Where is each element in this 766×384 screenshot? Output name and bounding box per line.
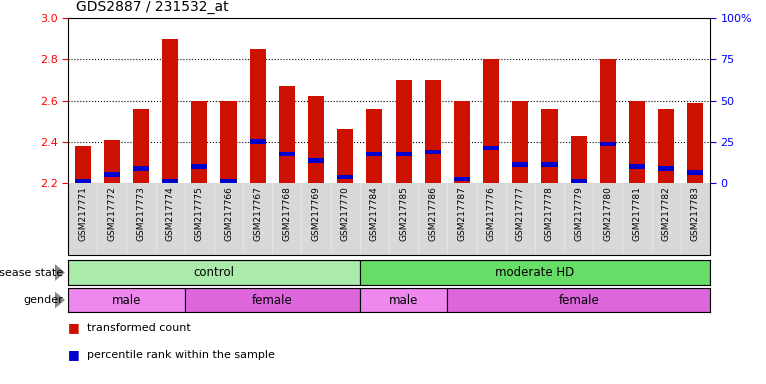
Text: male: male <box>112 293 141 306</box>
Text: GSM217783: GSM217783 <box>691 187 700 242</box>
Bar <box>366 109 382 183</box>
Bar <box>395 80 411 183</box>
Text: GSM217777: GSM217777 <box>516 187 525 242</box>
Bar <box>629 164 645 169</box>
Bar <box>658 166 674 171</box>
Text: ■: ■ <box>68 321 80 334</box>
Text: disease state: disease state <box>0 268 64 278</box>
Bar <box>192 164 208 169</box>
Bar <box>687 170 703 175</box>
Bar <box>542 162 558 167</box>
Text: GSM217779: GSM217779 <box>574 187 583 242</box>
Bar <box>103 172 119 177</box>
Text: gender: gender <box>24 295 64 305</box>
Text: GSM217778: GSM217778 <box>545 187 554 242</box>
Bar <box>133 109 149 183</box>
Bar <box>103 140 119 183</box>
Text: GSM217781: GSM217781 <box>633 187 642 242</box>
Text: moderate HD: moderate HD <box>496 266 574 279</box>
Bar <box>308 96 324 183</box>
Bar <box>337 129 353 183</box>
Bar <box>512 101 529 183</box>
Bar <box>162 179 178 183</box>
Bar <box>483 146 499 150</box>
Bar <box>687 103 703 183</box>
Bar <box>366 152 382 156</box>
Bar <box>221 101 237 183</box>
Text: GSM217780: GSM217780 <box>604 187 612 242</box>
Bar <box>185 288 360 312</box>
Text: GSM217776: GSM217776 <box>486 187 496 242</box>
Text: GSM217772: GSM217772 <box>107 187 116 242</box>
Text: GSM217769: GSM217769 <box>312 187 320 242</box>
Bar <box>454 177 470 181</box>
Bar <box>250 139 266 144</box>
Text: GSM217786: GSM217786 <box>428 187 437 242</box>
Bar <box>279 152 295 156</box>
Bar <box>425 150 440 154</box>
Text: female: female <box>558 293 599 306</box>
Text: transformed count: transformed count <box>87 323 191 333</box>
Text: GSM217773: GSM217773 <box>136 187 146 242</box>
Bar <box>360 260 710 285</box>
Bar <box>192 101 208 183</box>
Text: percentile rank within the sample: percentile rank within the sample <box>87 349 275 359</box>
Bar <box>337 175 353 179</box>
Text: ■: ■ <box>68 348 80 361</box>
Text: GSM217768: GSM217768 <box>283 187 291 242</box>
Bar <box>308 158 324 162</box>
Bar <box>571 179 587 183</box>
Bar <box>658 109 674 183</box>
Bar <box>629 101 645 183</box>
Bar <box>512 162 529 167</box>
Bar <box>447 288 710 312</box>
Text: GSM217767: GSM217767 <box>254 187 262 242</box>
Text: female: female <box>252 293 293 306</box>
Text: GSM217774: GSM217774 <box>165 187 175 242</box>
Bar <box>483 59 499 183</box>
Bar <box>571 136 587 183</box>
Bar <box>68 260 360 285</box>
Text: GDS2887 / 231532_at: GDS2887 / 231532_at <box>76 0 228 14</box>
Bar <box>395 152 411 156</box>
Bar <box>68 288 185 312</box>
Bar <box>74 146 90 183</box>
Bar <box>279 86 295 183</box>
Bar <box>425 80 440 183</box>
Bar <box>133 166 149 171</box>
Bar <box>162 39 178 183</box>
Bar <box>221 179 237 183</box>
Bar <box>600 142 616 146</box>
Text: GSM217785: GSM217785 <box>399 187 408 242</box>
Bar <box>250 49 266 183</box>
Text: GSM217771: GSM217771 <box>78 187 87 242</box>
Bar <box>454 101 470 183</box>
Text: GSM217766: GSM217766 <box>224 187 233 242</box>
Text: control: control <box>193 266 234 279</box>
Bar <box>600 59 616 183</box>
Text: GSM217787: GSM217787 <box>457 187 466 242</box>
Text: GSM217770: GSM217770 <box>341 187 350 242</box>
Bar <box>542 109 558 183</box>
Bar <box>360 288 447 312</box>
Text: GSM217784: GSM217784 <box>370 187 379 242</box>
Bar <box>74 179 90 183</box>
Text: male: male <box>389 293 418 306</box>
Text: GSM217775: GSM217775 <box>195 187 204 242</box>
Text: GSM217782: GSM217782 <box>662 187 671 242</box>
